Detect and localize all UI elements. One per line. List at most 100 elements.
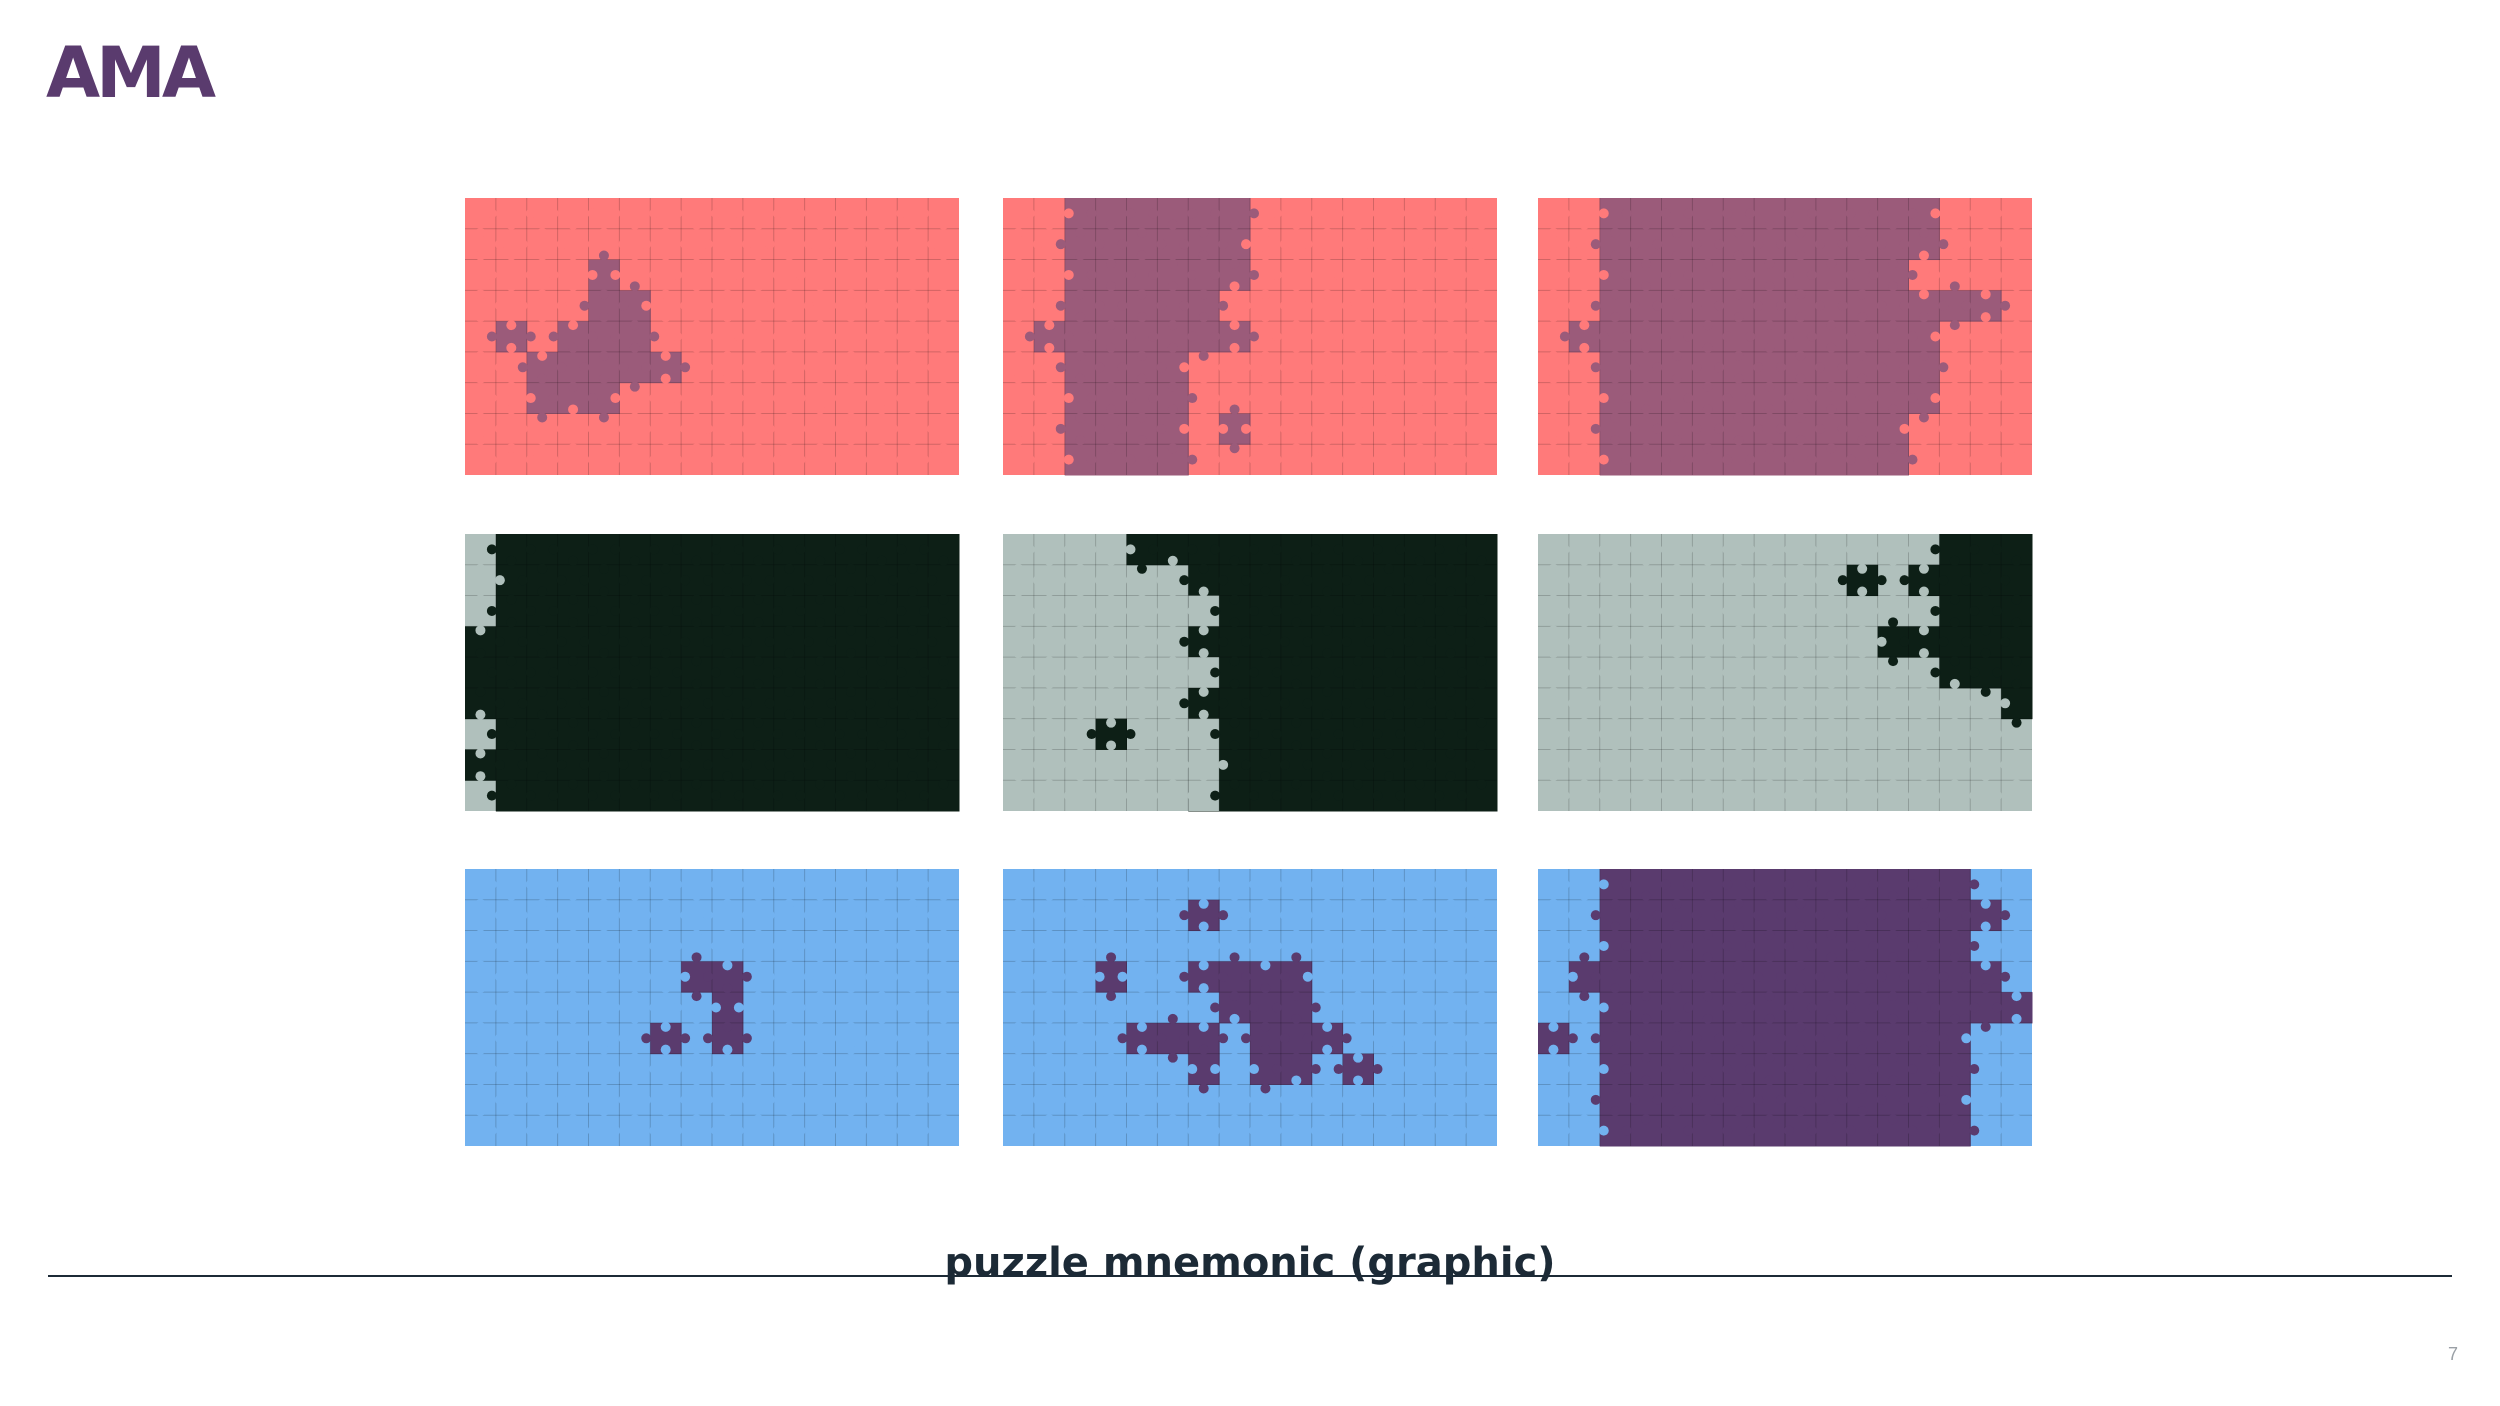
piece-knob xyxy=(537,898,548,909)
piece-knob xyxy=(1784,269,1794,280)
piece-knob xyxy=(1548,1083,1559,1094)
piece-knob xyxy=(610,544,621,555)
piece-knob xyxy=(672,605,683,616)
piece-knob xyxy=(1465,575,1476,586)
piece-knob xyxy=(1198,1106,1209,1117)
piece-knob xyxy=(1310,879,1321,890)
piece-knob xyxy=(1949,594,1960,605)
piece-knob xyxy=(1106,991,1117,1002)
piece-knob xyxy=(1249,1125,1259,1136)
piece-knob xyxy=(486,1125,497,1136)
piece-knob xyxy=(865,971,876,982)
piece-knob xyxy=(1353,258,1364,269)
piece-knob xyxy=(1271,208,1282,219)
piece-knob xyxy=(722,312,733,323)
piece-knob xyxy=(494,1094,505,1105)
piece-knob xyxy=(1652,362,1663,373)
piece-knob xyxy=(618,300,629,311)
piece-knob xyxy=(1722,331,1733,342)
piece-knob xyxy=(1702,219,1713,230)
piece-knob xyxy=(784,709,795,720)
piece-knob xyxy=(1055,362,1066,373)
piece-knob xyxy=(1229,381,1240,392)
piece-knob xyxy=(672,544,683,555)
piece-knob xyxy=(938,381,949,392)
piece-knob xyxy=(753,952,764,963)
piece-knob xyxy=(1322,350,1333,361)
piece-knob xyxy=(1136,373,1147,384)
piece-knob xyxy=(845,983,856,994)
piece-knob xyxy=(1383,648,1394,659)
piece-knob xyxy=(876,281,887,292)
piece-knob xyxy=(1579,929,1590,940)
piece-knob xyxy=(1814,910,1825,921)
piece-knob xyxy=(1013,921,1024,932)
piece-knob xyxy=(1845,879,1856,890)
piece-knob xyxy=(1094,239,1105,250)
piece-knob xyxy=(1888,219,1899,230)
piece-knob xyxy=(1899,300,1910,311)
piece-knob xyxy=(876,1013,887,1024)
piece-knob xyxy=(722,227,733,238)
piece-knob xyxy=(741,1094,752,1105)
piece-knob xyxy=(1683,393,1694,404)
piece-knob xyxy=(629,656,640,667)
piece-knob xyxy=(1795,373,1806,384)
piece-knob xyxy=(486,879,497,890)
piece-knob xyxy=(1888,1075,1899,1086)
piece-knob xyxy=(722,1106,733,1117)
piece-knob xyxy=(1013,709,1024,720)
piece-knob xyxy=(1148,1064,1159,1075)
piece-knob xyxy=(1198,709,1209,720)
piece-knob xyxy=(1457,269,1468,280)
piece-knob xyxy=(1445,373,1456,384)
piece-knob xyxy=(1179,423,1190,434)
piece-knob xyxy=(1476,929,1487,940)
piece-knob xyxy=(1457,331,1468,342)
piece-knob xyxy=(475,1083,486,1094)
piece-knob xyxy=(1845,790,1856,801)
piece-knob xyxy=(1660,667,1671,678)
piece-knob xyxy=(1660,1002,1671,1013)
piece-knob xyxy=(486,331,497,342)
piece-knob xyxy=(1260,686,1271,697)
piece-knob xyxy=(1548,748,1559,759)
piece-knob xyxy=(537,350,548,361)
piece-knob xyxy=(618,362,629,373)
piece-knob xyxy=(1260,250,1271,261)
piece-knob xyxy=(2000,362,2011,373)
piece-knob xyxy=(1465,1094,1476,1105)
piece-knob xyxy=(610,729,621,740)
piece-knob xyxy=(579,759,590,770)
piece-knob xyxy=(1671,1083,1682,1094)
piece-knob xyxy=(1383,1021,1394,1032)
piece-knob xyxy=(1167,594,1178,605)
piece-knob xyxy=(1260,648,1271,659)
piece-knob xyxy=(1179,1094,1190,1105)
piece-knob xyxy=(1961,1094,1972,1105)
piece-knob xyxy=(1733,1106,1744,1117)
piece-knob xyxy=(1383,1044,1394,1055)
piece-knob xyxy=(1868,1002,1879,1013)
piece-knob xyxy=(1241,698,1251,709)
piece-knob xyxy=(618,1033,629,1044)
piece-knob xyxy=(629,1114,640,1125)
piece-knob xyxy=(1167,320,1178,331)
piece-knob xyxy=(1260,1106,1271,1117)
piece-knob xyxy=(2000,1033,2011,1044)
piece-knob xyxy=(660,312,671,323)
piece-knob xyxy=(888,423,899,434)
piece-knob xyxy=(1229,890,1240,901)
piece-knob xyxy=(919,393,930,404)
piece-knob xyxy=(1579,678,1590,689)
piece-knob xyxy=(1075,350,1086,361)
piece-knob xyxy=(517,1094,528,1105)
piece-knob xyxy=(1013,983,1024,994)
piece-knob xyxy=(568,1075,579,1086)
piece-knob xyxy=(938,929,949,940)
piece-knob xyxy=(1733,709,1744,720)
piece-knob xyxy=(1610,709,1621,720)
piece-knob xyxy=(1187,393,1198,404)
piece-knob xyxy=(2011,342,2022,353)
piece-knob xyxy=(1353,740,1364,751)
